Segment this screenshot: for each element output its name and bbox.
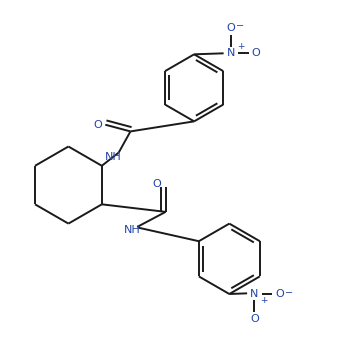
Text: +: + <box>237 42 244 51</box>
Text: O: O <box>94 120 102 130</box>
Text: O: O <box>252 48 261 58</box>
Text: −: − <box>285 288 293 298</box>
Text: +: + <box>260 295 268 304</box>
Text: NH: NH <box>124 225 141 235</box>
Text: O: O <box>227 22 235 33</box>
Text: N: N <box>250 289 259 299</box>
Text: O: O <box>152 179 161 189</box>
Text: N: N <box>227 48 235 58</box>
Text: NH: NH <box>105 152 122 162</box>
Text: O: O <box>275 289 284 299</box>
Text: O: O <box>250 314 259 324</box>
Text: −: − <box>236 21 244 31</box>
